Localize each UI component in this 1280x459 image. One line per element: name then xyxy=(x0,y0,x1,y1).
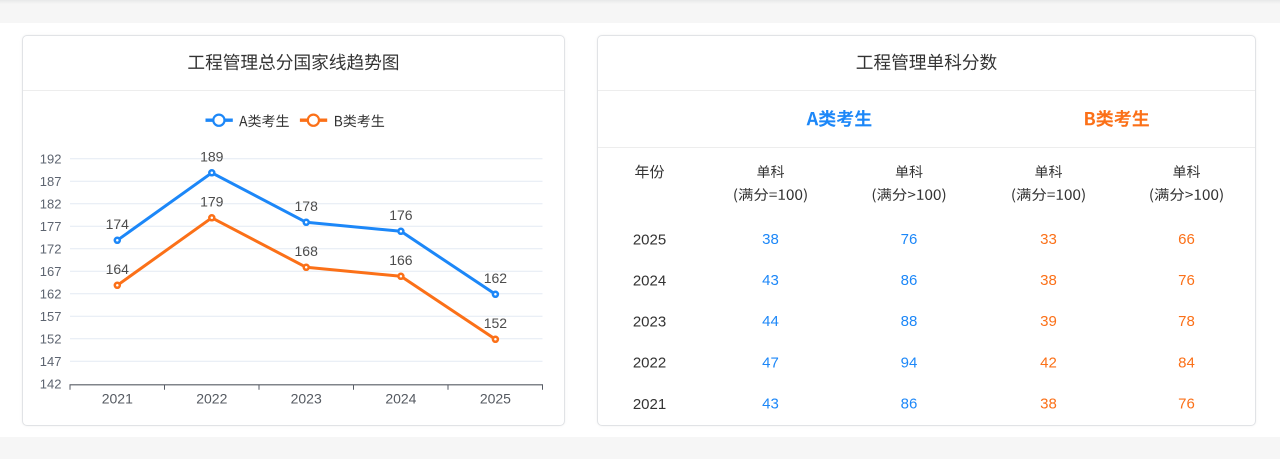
svg-text:38: 38 xyxy=(762,231,779,248)
svg-text:2021: 2021 xyxy=(102,391,133,407)
svg-text:39: 39 xyxy=(1040,313,1057,330)
svg-text:172: 172 xyxy=(40,242,62,257)
svg-text:2023: 2023 xyxy=(291,391,322,407)
svg-text:142: 142 xyxy=(40,377,62,392)
svg-text:76: 76 xyxy=(1178,395,1195,412)
svg-text:84: 84 xyxy=(1178,354,1195,371)
svg-text:167: 167 xyxy=(40,264,62,279)
svg-text:166: 166 xyxy=(389,252,413,268)
svg-text:152: 152 xyxy=(484,315,508,331)
svg-text:2025: 2025 xyxy=(633,231,666,248)
svg-text:2022: 2022 xyxy=(196,391,227,407)
svg-text:157: 157 xyxy=(40,309,62,324)
svg-text:2024: 2024 xyxy=(633,273,666,290)
svg-text:33: 33 xyxy=(1040,231,1057,248)
svg-text:147: 147 xyxy=(40,354,62,369)
svg-text:42: 42 xyxy=(1040,354,1057,371)
svg-text:76: 76 xyxy=(901,231,918,248)
svg-text:2021: 2021 xyxy=(633,396,666,413)
svg-text:177: 177 xyxy=(40,219,62,234)
svg-text:47: 47 xyxy=(762,354,779,371)
svg-text:43: 43 xyxy=(762,395,779,412)
svg-text:78: 78 xyxy=(1178,313,1195,330)
svg-text:94: 94 xyxy=(901,354,918,371)
svg-text:179: 179 xyxy=(200,194,224,210)
svg-text:44: 44 xyxy=(762,313,779,330)
svg-text:162: 162 xyxy=(40,287,62,302)
svg-text:162: 162 xyxy=(484,270,508,286)
svg-text:164: 164 xyxy=(106,261,130,277)
svg-text:192: 192 xyxy=(40,152,62,167)
svg-text:38: 38 xyxy=(1040,272,1057,289)
svg-text:86: 86 xyxy=(901,395,918,412)
svg-text:2025: 2025 xyxy=(480,391,511,407)
svg-text:182: 182 xyxy=(40,197,62,212)
svg-text:174: 174 xyxy=(106,216,130,232)
svg-text:2024: 2024 xyxy=(385,391,416,407)
svg-text:76: 76 xyxy=(1178,272,1195,289)
svg-text:88: 88 xyxy=(901,313,918,330)
svg-text:66: 66 xyxy=(1178,231,1195,248)
svg-text:2022: 2022 xyxy=(633,355,666,372)
svg-text:189: 189 xyxy=(200,149,224,165)
svg-text:168: 168 xyxy=(295,243,319,259)
svg-text:38: 38 xyxy=(1040,395,1057,412)
svg-text:152: 152 xyxy=(40,332,62,347)
svg-text:187: 187 xyxy=(40,174,62,189)
svg-text:86: 86 xyxy=(901,272,918,289)
svg-text:43: 43 xyxy=(762,272,779,289)
svg-text:176: 176 xyxy=(389,207,413,223)
svg-text:2023: 2023 xyxy=(633,314,666,331)
svg-text:178: 178 xyxy=(295,198,319,214)
